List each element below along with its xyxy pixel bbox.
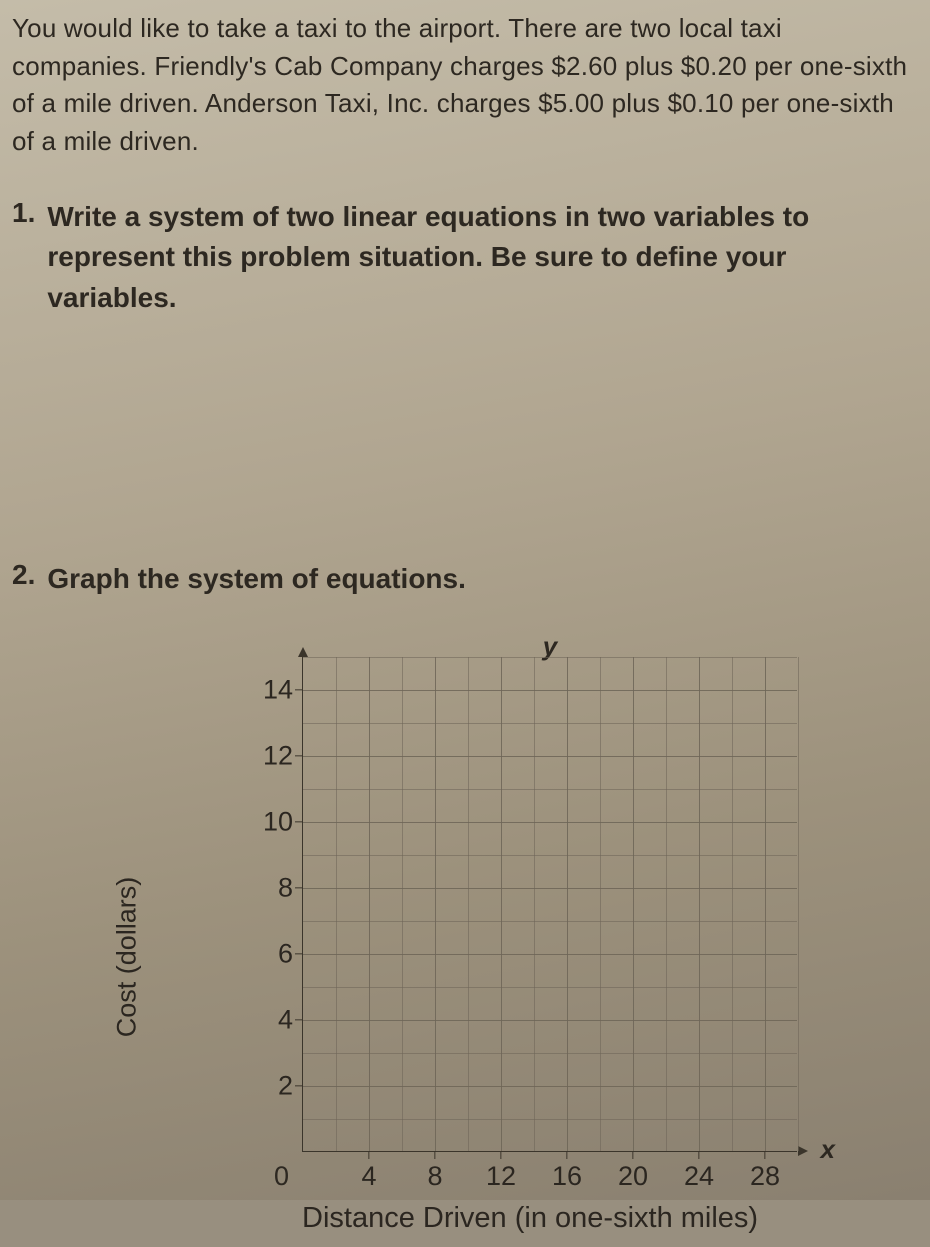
gridline-vertical xyxy=(435,657,436,1151)
x-tick-mark xyxy=(500,1151,501,1159)
x-axis-letter: x xyxy=(821,1134,835,1165)
y-tick-label: 10 xyxy=(263,807,293,838)
gridline-vertical xyxy=(402,657,403,1151)
y-tick-label: 2 xyxy=(278,1071,293,1102)
coordinate-grid: y x 0 4812162024282468101214 xyxy=(302,657,797,1152)
chart-area: Cost (dollars) Distance Driven (in one-s… xyxy=(12,627,930,1247)
gridline-vertical xyxy=(765,657,766,1151)
gridline-vertical xyxy=(567,657,568,1151)
gridline-vertical xyxy=(501,657,502,1151)
question-2-text: Graph the system of equations. xyxy=(47,559,466,600)
x-tick-mark xyxy=(764,1151,765,1159)
y-tick-label: 12 xyxy=(263,741,293,772)
x-tick-mark xyxy=(368,1151,369,1159)
gridline-horizontal xyxy=(303,954,797,955)
gridline-horizontal xyxy=(303,657,797,658)
gridline-vertical xyxy=(369,657,370,1151)
gridline-horizontal xyxy=(303,1053,797,1054)
gridline-horizontal xyxy=(303,690,797,691)
x-tick-mark xyxy=(434,1151,435,1159)
problem-intro: You would like to take a taxi to the air… xyxy=(12,10,918,161)
x-tick-mark xyxy=(698,1151,699,1159)
question-2-number: 2. xyxy=(12,559,35,600)
gridline-vertical xyxy=(732,657,733,1151)
gridline-horizontal xyxy=(303,1119,797,1120)
y-axis-label: Cost (dollars) xyxy=(112,877,143,1038)
gridline-horizontal xyxy=(303,1020,797,1021)
gridline-vertical xyxy=(336,657,337,1151)
gridline-vertical xyxy=(798,657,799,1151)
y-tick-mark xyxy=(295,755,303,756)
x-tick-mark xyxy=(566,1151,567,1159)
x-tick-label: 4 xyxy=(361,1161,376,1192)
gridline-horizontal xyxy=(303,888,797,889)
x-tick-label: 8 xyxy=(427,1161,442,1192)
gridline-vertical xyxy=(633,657,634,1151)
y-tick-label: 6 xyxy=(278,939,293,970)
gridline-horizontal xyxy=(303,921,797,922)
question-1-number: 1. xyxy=(12,197,35,319)
y-tick-label: 4 xyxy=(278,1005,293,1036)
origin-label: 0 xyxy=(274,1161,289,1192)
x-tick-mark xyxy=(632,1151,633,1159)
y-tick-mark xyxy=(295,953,303,954)
question-2: 2. Graph the system of equations. xyxy=(12,559,918,600)
x-tick-label: 24 xyxy=(684,1161,714,1192)
gridline-vertical xyxy=(600,657,601,1151)
gridline-vertical xyxy=(468,657,469,1151)
gridline-vertical xyxy=(666,657,667,1151)
x-axis-label: Distance Driven (in one-sixth miles) xyxy=(302,1202,758,1235)
x-tick-label: 16 xyxy=(552,1161,582,1192)
gridline-horizontal xyxy=(303,789,797,790)
x-tick-label: 20 xyxy=(618,1161,648,1192)
y-tick-label: 14 xyxy=(263,675,293,706)
gridline-horizontal xyxy=(303,822,797,823)
y-axis-arrow-icon xyxy=(298,647,308,657)
gridline-horizontal xyxy=(303,723,797,724)
worksheet-page: You would like to take a taxi to the air… xyxy=(0,0,930,1200)
question-1-text: Write a system of two linear equations i… xyxy=(47,197,918,319)
y-tick-mark xyxy=(295,821,303,822)
x-tick-label: 12 xyxy=(486,1161,516,1192)
x-axis-arrow-icon xyxy=(798,1146,808,1156)
gridline-vertical xyxy=(534,657,535,1151)
gridline-horizontal xyxy=(303,855,797,856)
y-tick-mark xyxy=(295,689,303,690)
gridline-vertical xyxy=(699,657,700,1151)
y-tick-label: 8 xyxy=(278,873,293,904)
x-tick-label: 28 xyxy=(750,1161,780,1192)
gridline-horizontal xyxy=(303,1086,797,1087)
gridline-horizontal xyxy=(303,987,797,988)
y-tick-mark xyxy=(295,887,303,888)
y-tick-mark xyxy=(295,1085,303,1086)
question-1: 1. Write a system of two linear equation… xyxy=(12,197,918,319)
gridline-horizontal xyxy=(303,756,797,757)
y-tick-mark xyxy=(295,1019,303,1020)
